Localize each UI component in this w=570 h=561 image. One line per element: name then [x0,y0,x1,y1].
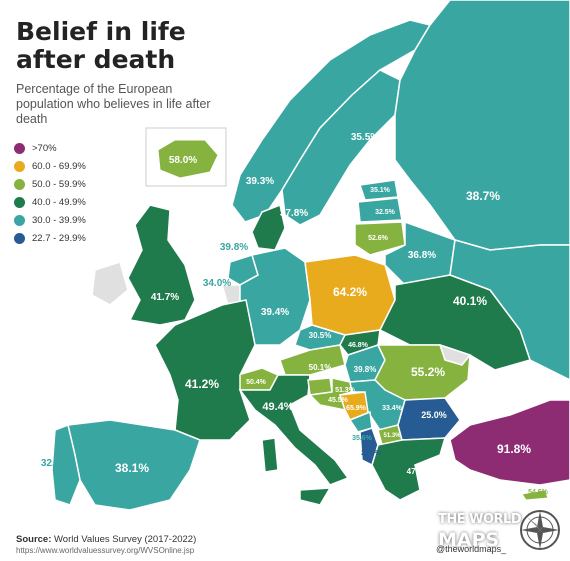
value-slovakia: 46.8% [348,342,369,349]
value-latvia: 32.5% [375,209,396,216]
value-czechia: 30.5% [309,331,332,340]
value-turkey: 91.8% [497,442,531,456]
region-ireland [91,261,129,306]
legend-item: 40.0 - 49.9% [14,194,86,210]
region-estonia [359,179,399,201]
region-germany [239,247,311,346]
legend-item: 22.7 - 29.9% [14,230,86,246]
compass-rose-icon [520,510,560,550]
region-sicily [299,487,332,506]
region-moldova [438,343,472,366]
region-uk [127,204,196,326]
legend-label: 30.0 - 39.9% [32,214,86,226]
region-ukraine [378,274,531,371]
legend-label: 60.0 - 69.9% [32,160,86,172]
value-albania: 22.7% [361,450,382,457]
legend-label: 50.0 - 59.9% [32,178,86,190]
brand-top: THE WORLD [438,512,522,527]
region-iceland [157,139,219,179]
value-austria: 50.1% [309,363,332,372]
source-text: World Values Survey (2017-2022) [54,534,197,545]
value-labels: 58.0% 39.3% 35.5% 38.7% 35.1% 32.5% 52.6… [41,132,549,496]
value-romania: 55.2% [411,365,445,379]
region-sardinia [261,437,279,473]
source-label: Source: [16,534,52,545]
region-latvia [357,197,403,223]
map-title: Belief in life after death [16,17,186,74]
legend-swatch [14,178,25,190]
legend-item: >70% [14,140,86,156]
region-portugal [51,423,81,506]
legend-swatch [14,142,25,154]
brand-bottom: MAPS [438,529,500,551]
region-turkey [449,399,570,486]
legend-swatch [14,214,25,226]
value-norway: 39.3% [246,176,274,187]
region-slovakia [339,329,381,356]
value-ireland-sea: 34.0% [203,278,231,289]
legend-label: 22.7 - 29.9% [32,232,86,244]
legend-swatch [14,160,25,172]
value-monaco: 44.4% [234,432,255,439]
value-greece: 47.7% [407,467,430,476]
iceland-inset-frame [145,127,227,187]
region-sweden [281,69,401,226]
region-denmark [251,203,286,251]
region-italy [238,374,350,486]
value-belarus: 36.8% [408,250,436,261]
value-hungary: 39.8% [354,365,377,374]
value-sweden: 35.5% [351,132,379,143]
value-lithuania: 52.6% [368,235,389,242]
value-ukraine: 40.1% [453,294,487,308]
value-finland: 38.7% [466,189,500,203]
value-estonia: 35.1% [370,187,391,194]
legend-label: 40.0 - 49.9% [32,196,86,208]
source-url[interactable]: https://www.worldvaluessurvey.org/WVSOnl… [16,546,195,555]
value-denmark: 37.8% [280,208,308,219]
value-serbia: 33.4% [382,405,403,412]
value-montenegro: 35.6% [352,435,373,442]
brand-handle: @theworldmaps_ [436,544,507,554]
value-croatia: 45.5% [328,397,349,404]
legend-label: >70% [32,142,57,154]
value-bih: 65.9% [346,405,367,412]
legend-item: 60.0 - 69.9% [14,158,86,174]
value-germany: 39.4% [261,307,289,318]
value-uk: 41.7% [151,292,179,303]
legend-swatch [14,196,25,208]
value-spain: 38.1% [115,461,149,475]
region-france [154,299,256,441]
legend-item: 50.0 - 59.9% [14,176,86,192]
region-greece [371,437,447,501]
value-slovenia: 51.3% [335,387,356,394]
map-subtitle: Percentage of the European population wh… [16,82,211,126]
value-bulgaria: 25.0% [421,410,447,420]
value-france: 41.2% [185,377,219,391]
value-portugal: 32.9% [41,458,69,469]
region-cyprus [521,489,549,501]
value-iceland: 58.0% [169,155,197,166]
source-line: Source: World Values Survey (2017-2022) [16,534,196,545]
brand-logo: THE WORLD MAPS [438,510,522,551]
value-italy: 49.4% [262,401,293,413]
value-poland: 64.2% [333,285,367,299]
value-netherlands: 39.8% [220,242,248,253]
value-north-macedonia: 51.3% [383,433,401,439]
legend-item: 30.0 - 39.9% [14,212,86,228]
legend: >70% 60.0 - 69.9% 50.0 - 59.9% 40.0 - 49… [14,140,86,248]
value-cyprus: 54.6% [528,489,549,496]
legend-swatch [14,232,25,244]
value-switzerland: 50.4% [246,379,267,386]
region-lithuania [354,221,406,256]
